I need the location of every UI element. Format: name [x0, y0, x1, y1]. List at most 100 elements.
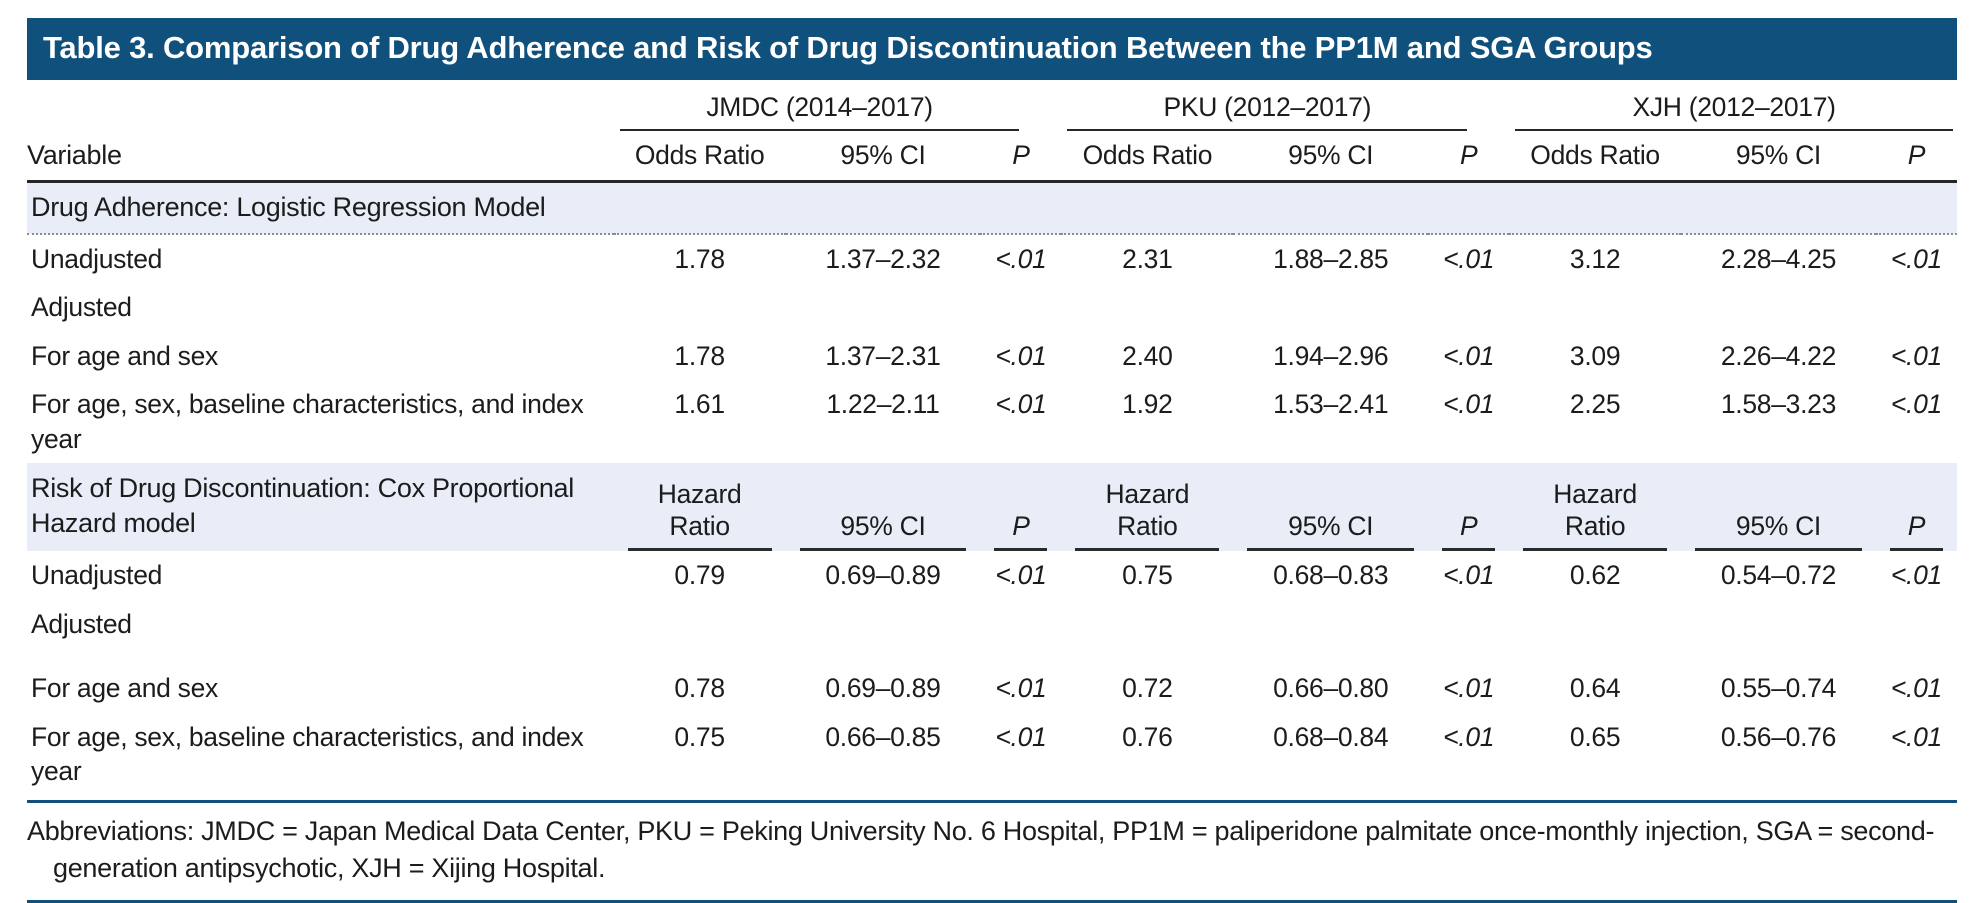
value-cell: 3.12 [1569, 244, 1621, 274]
value-cell: <.01 [1443, 721, 1495, 752]
subheader-label: 95% CI [840, 511, 926, 542]
column-subheader: 95% CI [1680, 463, 1876, 552]
value-cell: 1.78 [674, 340, 725, 371]
value-cell [614, 600, 786, 648]
row-label: Unadjusted [31, 560, 163, 591]
value-cell: 0.64 [1569, 673, 1621, 704]
column-subheader: 95% CI [1233, 463, 1429, 552]
value-cell: <.01 [1443, 389, 1495, 420]
column-header-odds-ratio: Odds Ratio [613, 131, 786, 183]
table-title-bar: Table 3. Comparison of Drug Adherence an… [27, 18, 1957, 80]
section-title: Risk of Drug Discontinuation: Cox Propor… [27, 463, 614, 552]
value-cell: <.01 [995, 673, 1047, 704]
value-cell: 0.66–0.80 [1273, 673, 1389, 704]
value-cell: <.01 [1890, 673, 1942, 704]
value-cell: 2.40 [1122, 340, 1173, 371]
column-header-odds-ratio: Odds Ratio [1509, 131, 1681, 183]
value-cell: 1.58–3.23 [1720, 389, 1837, 420]
value-cell [1233, 283, 1428, 331]
subheader-label: P [1459, 511, 1478, 542]
column-subheader: 95% CI [785, 463, 981, 552]
column-header-p: P [1875, 131, 1957, 183]
column-header-ci: 95% CI [1680, 131, 1876, 183]
row-label: Unadjusted [31, 244, 163, 274]
row-label: Adjusted [31, 292, 132, 323]
column-header-variable: Variable [27, 131, 614, 183]
column-header-p: P [1428, 131, 1510, 183]
value-cell: 3.09 [1569, 340, 1621, 371]
divider-rule-top [27, 799, 1957, 803]
value-cell: <.01 [995, 560, 1047, 591]
value-cell: 2.28–4.25 [1720, 244, 1837, 274]
value-cell: 1.78 [674, 244, 725, 274]
column-header-odds-ratio: Odds Ratio [1061, 131, 1234, 183]
value-cell [1876, 283, 1957, 331]
column-group-xjh: XJH (2012–2017) [1509, 88, 1957, 131]
value-cell: <.01 [1890, 560, 1942, 591]
column-group-xjh-label: XJH (2012–2017) [1515, 92, 1953, 131]
value-cell: 1.92 [1122, 389, 1173, 420]
subheader-underline: Hazard Ratio [627, 478, 772, 552]
row-label: For age, sex, baseline characteristics, … [31, 721, 584, 787]
table-row: Adjusted [27, 600, 1957, 648]
subheader-label: Hazard Ratio [1105, 478, 1190, 541]
value-cell: <.01 [995, 340, 1047, 371]
table-row: For age and sex 0.78 0.69–0.89 <.01 0.72 0.66… [27, 664, 1957, 712]
value-cell: 0.68–0.84 [1273, 721, 1389, 752]
subheader-underline: Hazard Ratio [1523, 479, 1667, 552]
column-group-pku-label: PKU (2012–2017) [1067, 92, 1468, 131]
value-cell: 0.68–0.83 [1273, 560, 1389, 591]
value-cell [1681, 600, 1876, 648]
table-title: Table 3. Comparison of Drug Adherence an… [43, 30, 1653, 65]
table-row: Unadjusted 1.78 1.37–2.32 <.01 2.31 1.88–2.85… [27, 234, 1957, 283]
value-cell: 0.78 [674, 673, 725, 704]
table-row: For age, sex, baseline characteristics, … [27, 380, 1957, 463]
row-label: Adjusted [31, 608, 132, 639]
value-cell [1509, 283, 1681, 331]
value-cell: <.01 [995, 389, 1047, 420]
subheader-underline: 95% CI [1247, 511, 1415, 552]
column-header-ci: 95% CI [1233, 131, 1429, 183]
row-label: For age and sex [31, 673, 219, 704]
value-cell: <.01 [1443, 340, 1495, 371]
value-cell: 2.25 [1569, 389, 1621, 420]
value-cell [1509, 600, 1681, 648]
value-cell [980, 600, 1061, 648]
value-cell: <.01 [995, 721, 1047, 752]
subheader-underline: P [994, 511, 1048, 552]
subheader-label: P [1907, 511, 1926, 542]
subheader-underline: 95% CI [1694, 511, 1862, 552]
value-cell [786, 600, 981, 648]
subheader-label: Hazard Ratio [657, 478, 742, 541]
value-cell: 2.26–4.22 [1720, 340, 1837, 371]
column-subheader: P [1875, 463, 1957, 552]
column-group-jmdc-label: JMDC (2014–2017) [619, 92, 1020, 131]
results-table: JMDC (2014–2017) PKU (2012–2017) XJH (20… [27, 88, 1957, 796]
subheader-label: 95% CI [1288, 511, 1374, 542]
value-cell: 1.88–2.85 [1273, 244, 1389, 274]
section-title: Drug Adherence: Logistic Regression Mode… [27, 181, 1957, 235]
value-cell [980, 283, 1061, 331]
value-cell: 0.66–0.85 [825, 721, 941, 752]
column-header-p: P [980, 131, 1062, 183]
value-cell [786, 283, 981, 331]
row-label: For age and sex [31, 340, 219, 371]
value-cell: <.01 [1443, 673, 1495, 704]
row-spacer [27, 648, 1957, 664]
value-cell: 0.69–0.89 [825, 560, 941, 591]
table-footnote: Abbreviations: JMDC = Japan Medical Data… [27, 815, 1935, 884]
value-cell: 0.72 [1122, 673, 1173, 704]
value-cell: 2.31 [1122, 244, 1173, 274]
value-cell: <.01 [1443, 244, 1495, 274]
value-cell: 0.65 [1569, 721, 1621, 752]
value-cell: 0.76 [1122, 721, 1173, 752]
value-cell: 1.37–2.32 [825, 244, 941, 274]
value-cell [1428, 283, 1509, 331]
row-label: For age, sex, baseline characteristics, … [31, 389, 584, 454]
column-header-ci: 95% CI [785, 131, 981, 183]
section-header-row: Drug Adherence: Logistic Regression Mode… [27, 181, 1957, 235]
subheader-label: 95% CI [1735, 511, 1821, 542]
value-cell [1061, 283, 1233, 331]
subheader-underline: P [1442, 511, 1496, 552]
